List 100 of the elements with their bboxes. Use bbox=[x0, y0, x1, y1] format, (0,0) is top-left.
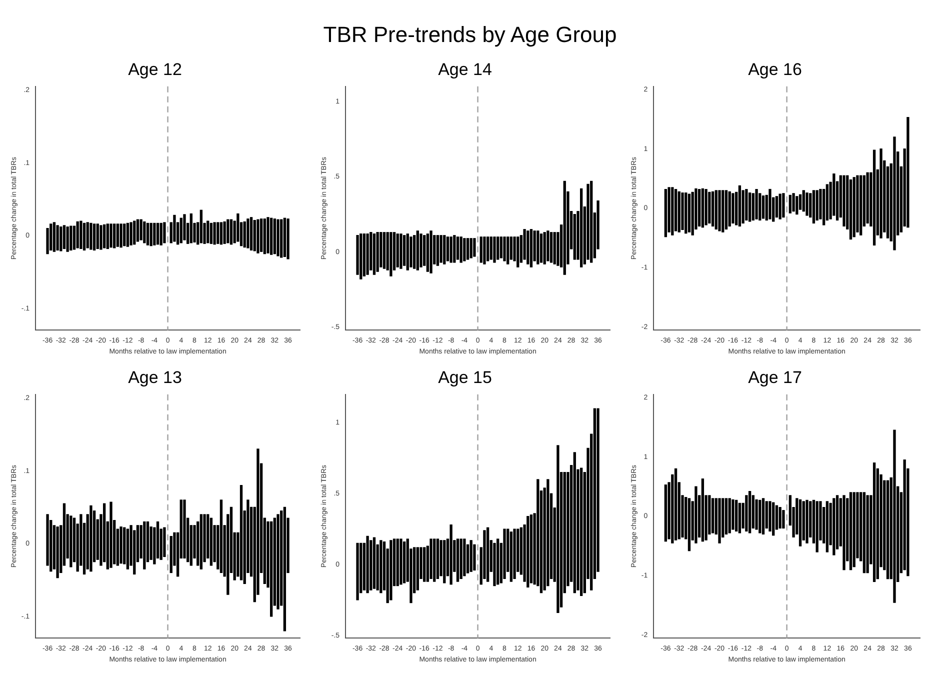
bar bbox=[133, 220, 136, 245]
bar bbox=[880, 148, 882, 238]
bar bbox=[724, 498, 728, 534]
bar bbox=[126, 528, 130, 570]
bar bbox=[100, 225, 102, 250]
bar bbox=[163, 222, 166, 244]
bar bbox=[450, 524, 452, 585]
bar bbox=[420, 234, 422, 268]
bar bbox=[493, 236, 496, 263]
bar bbox=[860, 175, 862, 236]
bar bbox=[862, 492, 866, 574]
bar bbox=[246, 218, 250, 248]
chart-title: Age 14 bbox=[438, 60, 492, 79]
bar bbox=[62, 225, 66, 250]
bar bbox=[52, 222, 56, 252]
bar bbox=[530, 229, 533, 268]
bar bbox=[674, 468, 678, 540]
bar bbox=[866, 172, 869, 224]
bar bbox=[470, 540, 472, 572]
bar bbox=[768, 188, 772, 220]
bar bbox=[270, 521, 273, 617]
bar bbox=[842, 495, 846, 570]
bar bbox=[486, 527, 490, 582]
bar bbox=[66, 226, 69, 252]
bar bbox=[123, 224, 126, 246]
bar bbox=[143, 221, 146, 244]
bar bbox=[543, 232, 546, 264]
bar bbox=[732, 193, 734, 224]
bar bbox=[400, 234, 402, 269]
bar bbox=[748, 192, 752, 222]
bar bbox=[550, 232, 553, 263]
bar bbox=[220, 222, 223, 245]
bar bbox=[782, 193, 785, 218]
bar bbox=[46, 228, 49, 254]
bar bbox=[563, 180, 566, 275]
bar bbox=[362, 234, 366, 276]
bar bbox=[460, 538, 462, 579]
bar bbox=[526, 230, 530, 264]
bar bbox=[792, 193, 795, 212]
bar bbox=[206, 220, 210, 244]
bar bbox=[782, 510, 785, 529]
bar bbox=[510, 532, 513, 582]
bar bbox=[456, 538, 460, 582]
bar bbox=[694, 486, 698, 544]
bar bbox=[466, 238, 470, 260]
bar bbox=[816, 190, 818, 221]
bar bbox=[556, 445, 560, 614]
bar bbox=[270, 218, 273, 255]
bar bbox=[573, 452, 576, 594]
bar bbox=[463, 238, 466, 262]
bar bbox=[772, 502, 775, 536]
bar bbox=[130, 222, 132, 246]
bar bbox=[263, 218, 266, 254]
bar bbox=[752, 193, 754, 221]
bar bbox=[430, 230, 432, 274]
bar bbox=[886, 480, 890, 580]
bar bbox=[360, 234, 362, 280]
bar bbox=[390, 540, 392, 600]
bar bbox=[688, 194, 691, 232]
bar bbox=[546, 479, 550, 586]
bar bbox=[711, 191, 714, 226]
bar bbox=[724, 190, 728, 230]
bar bbox=[436, 235, 440, 266]
bar bbox=[486, 236, 490, 262]
bar bbox=[110, 224, 112, 248]
bar bbox=[872, 462, 876, 582]
bar bbox=[223, 221, 226, 244]
bar bbox=[826, 501, 829, 552]
chart-title: Age 12 bbox=[128, 60, 182, 79]
bar bbox=[183, 214, 186, 240]
bar bbox=[802, 190, 805, 212]
bar bbox=[283, 506, 286, 632]
bar bbox=[110, 502, 112, 568]
bar bbox=[842, 175, 846, 226]
bar bbox=[852, 177, 856, 238]
bar bbox=[180, 218, 182, 244]
bar bbox=[433, 538, 436, 582]
bar bbox=[496, 236, 500, 260]
bar bbox=[440, 235, 442, 263]
bar bbox=[470, 238, 472, 258]
bar bbox=[580, 188, 583, 268]
bar bbox=[140, 219, 142, 240]
bar bbox=[473, 544, 476, 570]
bar bbox=[226, 219, 230, 244]
bar bbox=[423, 547, 426, 582]
bar bbox=[210, 518, 213, 566]
bar bbox=[200, 210, 203, 244]
bar bbox=[708, 192, 711, 224]
bar bbox=[506, 236, 510, 264]
bar bbox=[812, 190, 816, 224]
bar bbox=[80, 220, 82, 250]
bar bbox=[416, 230, 419, 270]
bar bbox=[806, 500, 808, 544]
bar bbox=[674, 188, 678, 232]
bar bbox=[500, 236, 502, 258]
bar bbox=[56, 225, 59, 250]
bar bbox=[503, 236, 506, 262]
bar bbox=[698, 188, 701, 226]
bar bbox=[170, 536, 172, 574]
bar bbox=[190, 213, 192, 244]
